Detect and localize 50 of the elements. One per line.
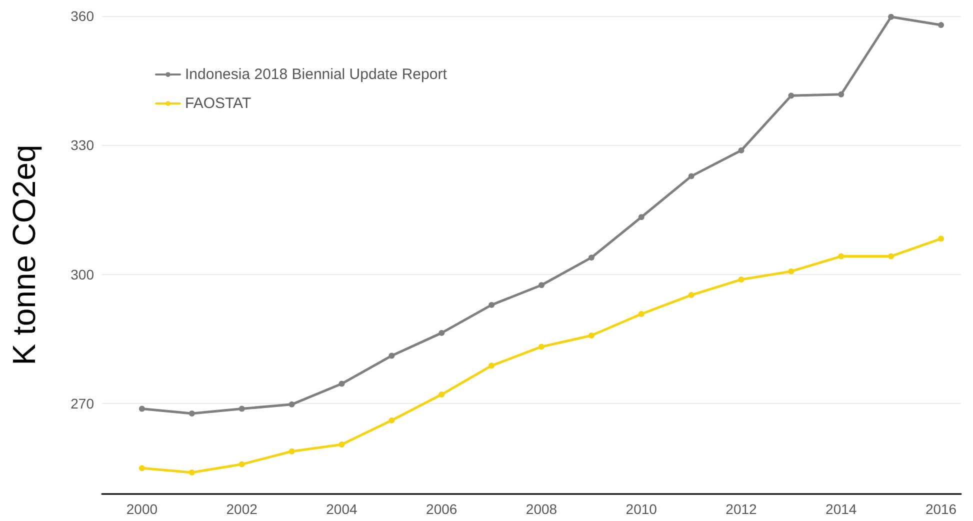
y-tick-label: 360 [70,8,94,24]
point [438,330,445,336]
point [838,91,844,98]
point [738,147,744,154]
point [788,92,794,99]
x-tick-label: 2004 [326,501,358,517]
point [638,214,644,220]
point [938,236,944,242]
x-tick-label: 2016 [925,501,957,517]
point [888,253,894,260]
x-tick-label: 2006 [426,501,458,517]
point [388,352,395,359]
y-axis-title: K tonne CO2eq [6,144,42,366]
point [138,465,145,472]
point [338,441,345,448]
point [888,14,894,20]
point [438,392,445,398]
point [938,22,944,28]
x-tick-label: 2014 [826,501,857,517]
point [238,461,245,468]
point [488,362,495,369]
point [188,410,195,416]
point [588,332,594,339]
x-tick-label: 2002 [226,501,258,517]
point [288,401,295,408]
point [538,344,544,350]
point [838,253,844,260]
point [788,268,794,274]
point [638,311,644,317]
point [688,173,694,180]
point [688,292,694,298]
point [138,406,145,412]
point [538,282,544,288]
legend-label: Indonesia 2018 Biennial Update Report [185,66,448,83]
x-tick-label: 2008 [526,501,558,517]
point [188,469,195,476]
point [588,254,594,261]
x-tick-label: 2000 [126,501,158,517]
point [738,276,744,283]
point [288,448,295,454]
y-tick-label: 270 [70,396,94,412]
y-tick-label: 330 [70,137,94,154]
point [338,380,345,387]
legend-label: FAOSTAT [185,95,252,112]
point [238,406,245,412]
y-tick-label: 300 [70,266,94,282]
point [488,302,495,308]
x-tick-label: 2012 [726,501,758,517]
x-tick-label: 2010 [626,501,658,517]
point [388,417,395,424]
